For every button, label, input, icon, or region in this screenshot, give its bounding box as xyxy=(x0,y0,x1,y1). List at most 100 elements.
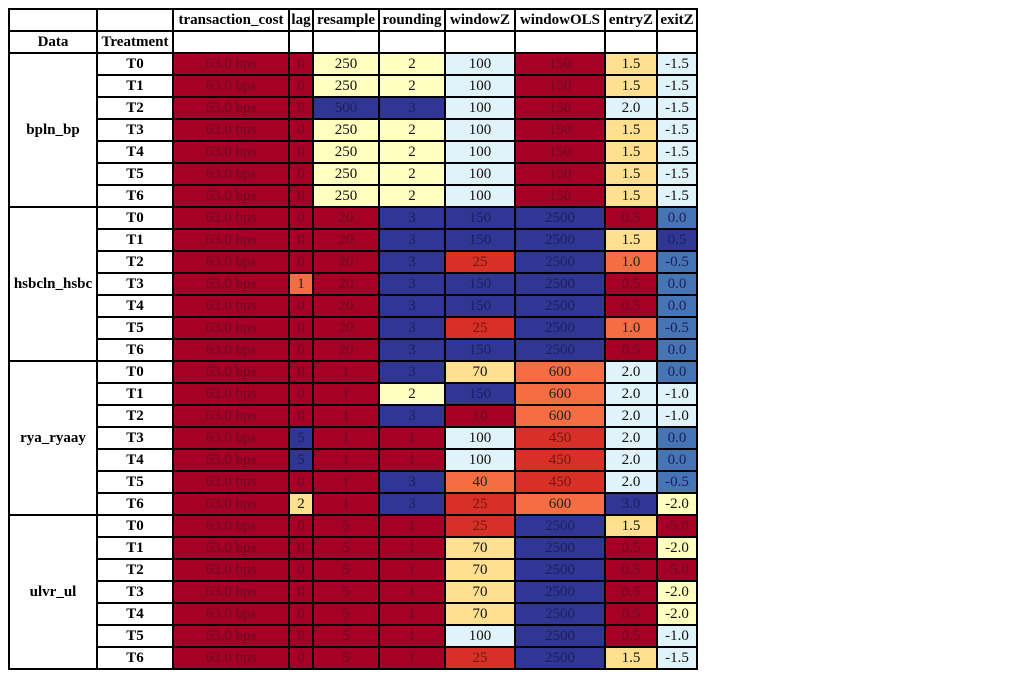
lag-cell: 0 xyxy=(288,580,314,604)
transaction-cost-cell: 63.0 bps xyxy=(172,624,290,648)
windowz-cell: 25 xyxy=(444,492,516,516)
blank-cell xyxy=(604,30,658,54)
windowols-cell: 150 xyxy=(514,74,606,98)
column-header: entryZ xyxy=(604,8,658,32)
entryz-cell: 2.0 xyxy=(604,382,658,406)
exitz-cell: -0.5 xyxy=(656,470,698,494)
lag-cell: 0 xyxy=(288,360,314,384)
entryz-cell: 1.5 xyxy=(604,140,658,164)
rounding-cell: 3 xyxy=(378,272,446,296)
rounding-cell: 3 xyxy=(378,294,446,318)
table-row: T6 63.0 bps 0 20 3 150 2500 0.5 0.0 xyxy=(9,338,698,362)
table-row: T5 63.0 bps 0 1 3 40 450 2.0 -0.5 xyxy=(9,470,698,494)
treatment-label: T2 xyxy=(96,96,174,120)
treatment-label: T0 xyxy=(96,360,174,384)
treatment-label: T6 xyxy=(96,646,174,670)
exitz-cell: 0.5 xyxy=(656,228,698,252)
corner-cell xyxy=(96,8,174,32)
lag-cell: 1 xyxy=(288,272,314,296)
exitz-cell: -2.0 xyxy=(656,492,698,516)
windowz-cell: 25 xyxy=(444,514,516,538)
treatment-label: T0 xyxy=(96,206,174,230)
exitz-cell: -1.5 xyxy=(656,74,698,98)
windowz-cell: 150 xyxy=(444,294,516,318)
column-header-row: transaction_cost lag resample rounding w… xyxy=(8,8,698,32)
windowols-cell: 450 xyxy=(514,448,606,472)
lag-cell: 0 xyxy=(288,74,314,98)
entryz-cell: 0.5 xyxy=(604,294,658,318)
treatment-label: T2 xyxy=(96,404,174,428)
entryz-cell: 1.5 xyxy=(604,184,658,208)
lag-cell: 0 xyxy=(288,470,314,494)
exitz-cell: -2.0 xyxy=(656,580,698,604)
resample-cell: 1 xyxy=(312,404,380,428)
lag-cell: 0 xyxy=(288,316,314,340)
lag-cell: 0 xyxy=(288,646,314,670)
entryz-cell: 1.0 xyxy=(604,250,658,274)
windowz-cell: 150 xyxy=(444,382,516,406)
exitz-cell: -5.0 xyxy=(656,514,698,538)
treatment-header: Treatment xyxy=(96,30,174,54)
rounding-cell: 1 xyxy=(378,558,446,582)
treatment-label: T5 xyxy=(96,162,174,186)
table-row: T3 63.0 bps 0 250 2 100 150 1.5 -1.5 xyxy=(9,118,698,142)
treatment-label: T6 xyxy=(96,184,174,208)
entryz-cell: 0.5 xyxy=(604,338,658,362)
entryz-cell: 2.0 xyxy=(604,448,658,472)
resample-cell: 5 xyxy=(312,624,380,648)
windowz-cell: 70 xyxy=(444,536,516,560)
resample-cell: 250 xyxy=(312,52,380,76)
table-row: T1 63.0 bps 0 5 1 70 2500 0.5 -2.0 xyxy=(9,536,698,560)
entryz-cell: 0.5 xyxy=(604,580,658,604)
windowols-cell: 600 xyxy=(514,382,606,406)
rounding-cell: 2 xyxy=(378,140,446,164)
transaction-cost-cell: 63.0 bps xyxy=(172,206,290,230)
table-row: T6 63.0 bps 0 250 2 100 150 1.5 -1.5 xyxy=(9,184,698,208)
transaction-cost-cell: 63.0 bps xyxy=(172,492,290,516)
treatment-label: T2 xyxy=(96,558,174,582)
resample-cell: 5 xyxy=(312,646,380,670)
exitz-cell: -1.0 xyxy=(656,382,698,406)
lag-cell: 2 xyxy=(288,492,314,516)
rounding-cell: 1 xyxy=(378,448,446,472)
windowz-cell: 100 xyxy=(444,426,516,450)
table-row: T1 63.0 bps 0 1 2 150 600 2.0 -1.0 xyxy=(9,382,698,406)
rounding-cell: 1 xyxy=(378,426,446,450)
blank-cell xyxy=(172,30,290,54)
lag-cell: 0 xyxy=(288,514,314,538)
entryz-cell: 2.0 xyxy=(604,470,658,494)
entryz-cell: 1.5 xyxy=(604,74,658,98)
windowz-cell: 100 xyxy=(444,140,516,164)
transaction-cost-cell: 63.0 bps xyxy=(172,118,290,142)
windowols-cell: 2500 xyxy=(514,646,606,670)
transaction-cost-cell: 63.0 bps xyxy=(172,250,290,274)
transaction-cost-cell: 63.0 bps xyxy=(172,316,290,340)
lag-cell: 0 xyxy=(288,228,314,252)
windowz-cell: 70 xyxy=(444,602,516,626)
windowz-cell: 70 xyxy=(444,558,516,582)
table-row: T4 63.0 bps 0 20 3 150 2500 0.5 0.0 xyxy=(9,294,698,318)
transaction-cost-cell: 63.0 bps xyxy=(172,426,290,450)
blank-cell xyxy=(656,30,698,54)
column-header: transaction_cost xyxy=(172,8,290,32)
group-label: bpln_bp xyxy=(8,52,98,208)
index-header-row: Data Treatment xyxy=(8,30,698,54)
windowz-cell: 150 xyxy=(444,228,516,252)
windowols-cell: 600 xyxy=(514,360,606,384)
resample-cell: 5 xyxy=(312,558,380,582)
blank-cell xyxy=(312,30,380,54)
exitz-cell: -1.5 xyxy=(656,52,698,76)
exitz-cell: -0.5 xyxy=(656,316,698,340)
windowz-cell: 25 xyxy=(444,316,516,340)
group-label: rya_ryaay xyxy=(8,360,98,516)
windowz-cell: 150 xyxy=(444,206,516,230)
table-row: T4 63.0 bps 0 250 2 100 150 1.5 -1.5 xyxy=(9,140,698,164)
lag-cell: 5 xyxy=(288,448,314,472)
rounding-cell: 2 xyxy=(378,74,446,98)
windowols-cell: 2500 xyxy=(514,580,606,604)
rounding-cell: 3 xyxy=(378,206,446,230)
column-header: windowOLS xyxy=(514,8,606,32)
lag-cell: 0 xyxy=(288,206,314,230)
exitz-cell: -1.5 xyxy=(656,646,698,670)
treatment-label: T6 xyxy=(96,338,174,362)
